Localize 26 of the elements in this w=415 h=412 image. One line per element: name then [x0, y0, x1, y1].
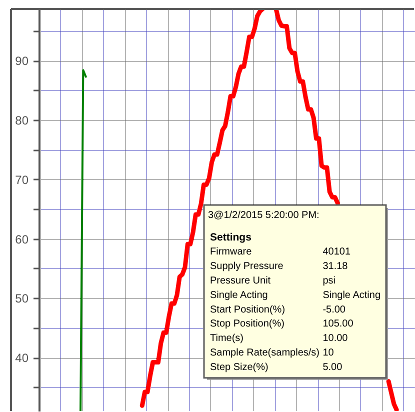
- annotation: Supply Pressure: [210, 261, 284, 272]
- y-tick-label: 70: [15, 172, 29, 187]
- annotation: 10.00: [322, 333, 348, 344]
- annotation: Single Acting: [322, 290, 381, 301]
- y-tick-label: 90: [15, 54, 29, 68]
- annotation: Start Position(%): [210, 304, 286, 316]
- annotation: 31.18: [322, 261, 348, 272]
- y-tick-label: 50: [15, 292, 29, 306]
- annotation: Settings: [210, 231, 252, 244]
- annotation: Single Acting: [210, 290, 268, 301]
- annotation: 105.00: [322, 318, 354, 330]
- annotation: 5.00: [322, 362, 343, 373]
- y-tick-label: 80: [15, 114, 29, 128]
- annotation: Time(s): [210, 333, 244, 344]
- annotation: Step Size(%): [210, 362, 268, 373]
- annotation: psi: [322, 276, 336, 286]
- annotation: 3@1/2/2015 5:20:00 PM:: [208, 210, 320, 221]
- y-tick-label: 40: [15, 351, 29, 366]
- annotation: Pressure Unit: [210, 276, 271, 286]
- annotation: Stop Position(%): [210, 318, 284, 330]
- annotation: Sample Rate(samples/s): [210, 348, 320, 358]
- annotation: 40101: [322, 246, 351, 258]
- annotation: -5.00: [322, 304, 346, 316]
- annotation: Firmware: [210, 246, 252, 258]
- annotation: 10: [322, 348, 334, 358]
- y-tick-label: 60: [15, 232, 29, 246]
